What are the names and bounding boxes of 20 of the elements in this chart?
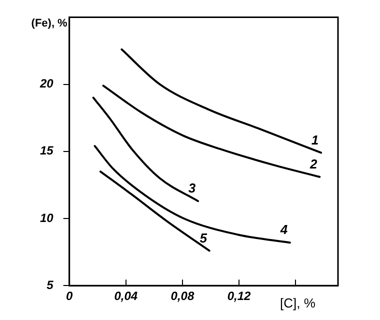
line-series (99, 170, 210, 252)
series-label: 3 (188, 180, 196, 196)
x-tick-label: 0,04 (114, 289, 138, 304)
line-series (94, 145, 291, 244)
x-axis-title: [C], % (280, 296, 316, 311)
x-tick-label: 0,12 (227, 289, 252, 304)
y-tick-label: 10 (40, 210, 54, 225)
y-tick-label: 5 (46, 278, 54, 292)
line-series (102, 84, 321, 178)
line-series (120, 48, 322, 154)
y-tick-label: 20 (38, 76, 54, 91)
x-tick-label: 0 (66, 289, 74, 304)
series-label: 5 (200, 230, 208, 246)
series-label: 2 (309, 156, 318, 172)
series-label: 4 (279, 222, 288, 238)
line-series (92, 96, 200, 202)
y-tick-label: 15 (40, 144, 54, 158)
x-tick-label: 0,08 (170, 289, 194, 304)
series-label: 1 (311, 132, 319, 148)
y-axis-title: (Fe), % (31, 18, 68, 30)
